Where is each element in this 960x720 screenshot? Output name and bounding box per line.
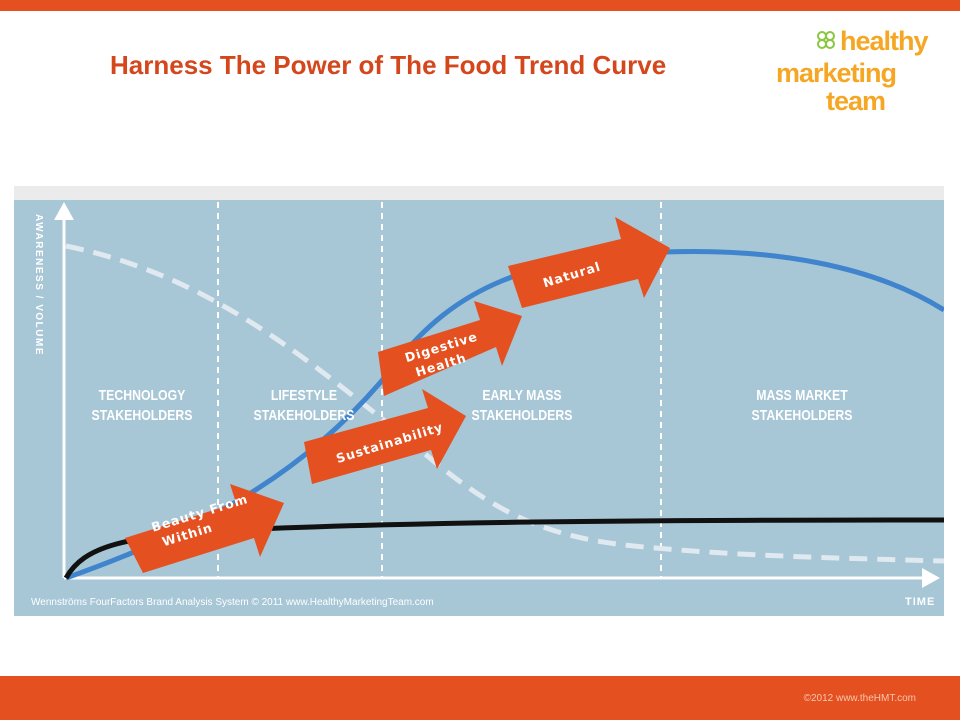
stakeholder-mass-market-line1: MASS MARKET <box>756 387 848 404</box>
clover-icon <box>817 31 835 49</box>
stakeholder-early-mass-line2: STAKEHOLDERS <box>471 407 573 424</box>
stakeholder-technology: TECHNOLOGY STAKEHOLDERS <box>90 386 195 426</box>
declining-dashed-curve <box>65 243 944 564</box>
bottom-accent-bar <box>0 676 960 720</box>
stakeholder-mass-market: MASS MARKET STAKEHOLDERS <box>750 386 855 426</box>
logo-line-healthy: healthy <box>840 26 929 56</box>
stakeholder-early-mass-line1: EARLY MASS <box>482 387 562 404</box>
stakeholder-lifestyle-line2: STAKEHOLDERS <box>253 407 355 424</box>
footer-copyright: ©2012 www.theHMT.com <box>803 693 916 704</box>
trend-arrow-digestive-health <box>378 301 522 396</box>
stakeholder-lifestyle: LIFESTYLE STAKEHOLDERS <box>252 386 357 426</box>
logo-line-marketing: marketing <box>776 58 897 88</box>
slide-title: Harness The Power of The Food Trend Curv… <box>110 50 667 80</box>
stakeholder-technology-line1: TECHNOLOGY <box>98 387 186 404</box>
top-accent-bar <box>0 0 960 11</box>
y-axis-label: AWARENESS / VOLUME <box>33 214 44 357</box>
stakeholder-technology-line2: STAKEHOLDERS <box>91 407 193 424</box>
trend-arrow-sustainability <box>304 389 466 484</box>
x-axis-arrowhead <box>922 568 940 588</box>
trend-curve-graphic <box>14 200 944 616</box>
diagram-copyright: Wennströms FourFactors Brand Analysis Sy… <box>31 597 434 608</box>
healthy-marketing-team-logo: healthy marketing team <box>770 28 940 120</box>
trend-arrow-natural <box>508 217 670 308</box>
logo-line-team: team <box>826 86 886 116</box>
baseline-black-curve <box>63 517 944 580</box>
stakeholder-lifestyle-line1: LIFESTYLE <box>270 387 338 404</box>
trend-arrow-beauty-from-within <box>125 484 284 573</box>
trend-curve-diagram: TECHNOLOGY STAKEHOLDERS LIFESTYLE STAKEH… <box>14 186 944 616</box>
stakeholder-mass-market-line2: STAKEHOLDERS <box>751 407 853 424</box>
y-axis-arrowhead <box>54 202 74 220</box>
x-axis-label: TIME <box>905 596 936 608</box>
stakeholder-early-mass: EARLY MASS STAKEHOLDERS <box>470 386 575 426</box>
